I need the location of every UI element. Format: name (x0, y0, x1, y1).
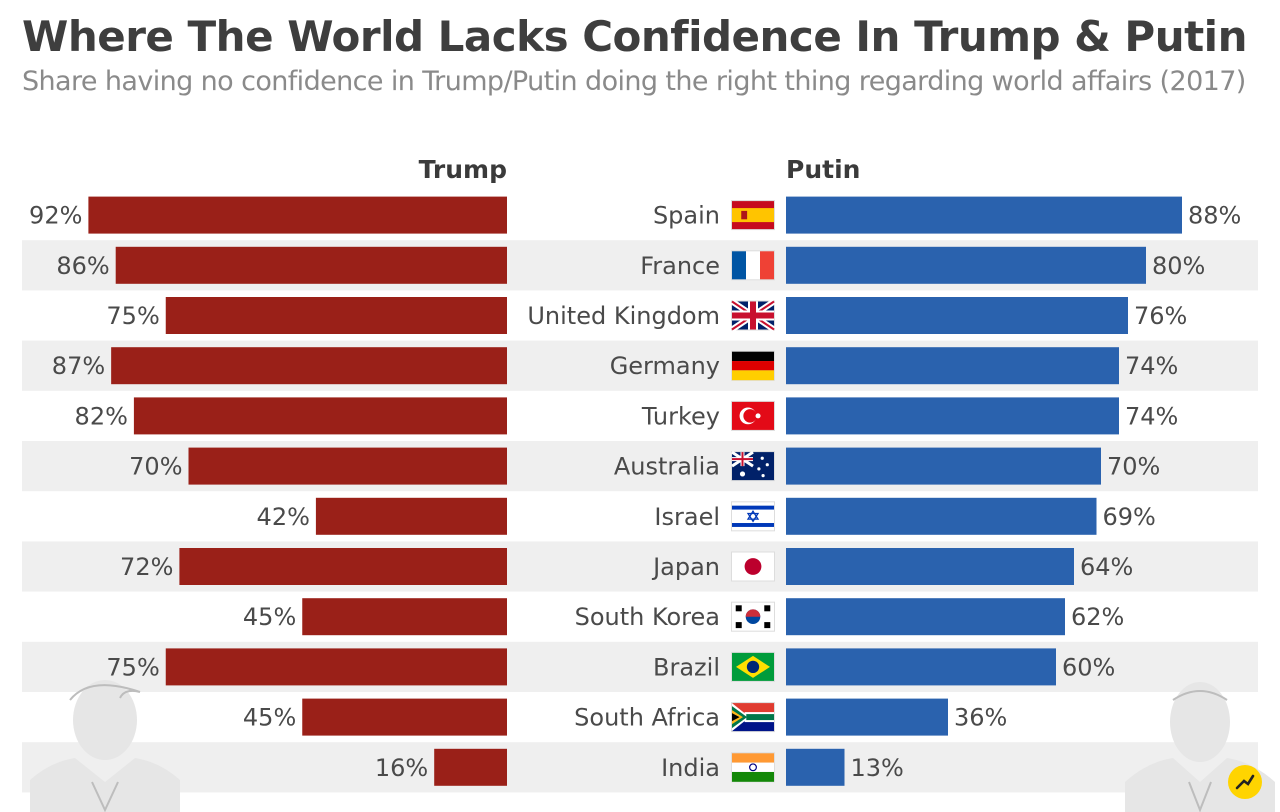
statista-logo-icon (1228, 765, 1262, 799)
category-label-germany: Germany (610, 352, 720, 380)
diverging-bar-chart: Trump Putin 92% 88% Spain 86% 80% France 75% 76… (22, 155, 1275, 812)
value-label-putin-germany: 74% (1125, 352, 1178, 380)
series-label-putin: Putin (786, 155, 860, 184)
category-label-india: India (661, 754, 720, 782)
table-row: 92% 88% Spain (29, 196, 1241, 234)
flag-south-africa-icon (731, 702, 775, 733)
category-label-south-korea: South Korea (575, 603, 720, 631)
flag-germany-icon (731, 350, 775, 381)
value-label-putin-france: 80% (1152, 252, 1205, 280)
category-label-japan: Japan (651, 553, 720, 581)
table-row: 72% 64% Japan (120, 548, 1133, 585)
flag-japan-icon (731, 551, 775, 582)
bar-putin-israel (786, 497, 1097, 535)
flag-uk-icon (730, 299, 776, 332)
table-row: 45% 62% South Korea (243, 598, 1124, 636)
table-row: 70% 70% Australia (129, 447, 1160, 485)
bar-putin-south-korea (786, 598, 1065, 636)
table-row: 75% 60% Brazil (106, 648, 1115, 686)
category-label-australia: Australia (614, 453, 720, 481)
table-row: 82% 74% Turkey (75, 397, 1178, 435)
value-label-trump-france: 86% (56, 252, 109, 280)
value-label-trump-spain: 92% (29, 202, 82, 230)
value-label-trump-japan: 72% (120, 553, 173, 581)
bar-trump-brazil (165, 648, 507, 686)
category-label-israel: Israel (654, 503, 720, 531)
chart-subtitle: Share having no confidence in Trump/Puti… (22, 66, 1246, 97)
value-label-trump-south-korea: 45% (243, 603, 296, 631)
value-label-trump-brazil: 75% (106, 653, 159, 681)
value-label-putin-uk: 76% (1134, 302, 1187, 330)
flag-south-korea-icon (731, 601, 775, 632)
value-label-putin-india: 13% (851, 754, 904, 782)
table-row: 42% 69% Israel (257, 497, 1156, 535)
flag-turkey-icon (731, 400, 775, 431)
series-label-trump: Trump (419, 155, 507, 184)
value-label-putin-south-korea: 62% (1071, 603, 1124, 631)
value-label-putin-south-africa: 36% (954, 704, 1007, 732)
chart-title: Where The World Lacks Confidence In Trum… (22, 12, 1247, 61)
bar-putin-france (786, 246, 1146, 284)
bar-trump-uk (165, 297, 507, 334)
value-label-trump-turkey: 82% (75, 402, 128, 430)
category-label-uk: United Kingdom (527, 302, 720, 330)
value-label-trump-uk: 75% (106, 302, 159, 330)
flag-india-icon (731, 752, 775, 783)
value-label-trump-australia: 70% (129, 453, 182, 481)
flag-france-icon (731, 250, 775, 281)
flag-brazil-icon (731, 651, 775, 682)
bar-putin-japan (786, 548, 1074, 585)
value-label-putin-israel: 69% (1103, 503, 1156, 531)
bar-trump-south-africa (302, 698, 507, 736)
table-row: 75% 76% United Kingdom (106, 297, 1187, 334)
value-label-putin-australia: 70% (1107, 453, 1160, 481)
category-label-spain: Spain (653, 202, 720, 230)
bar-putin-brazil (786, 648, 1056, 686)
value-label-putin-japan: 64% (1080, 553, 1133, 581)
table-row: 87% 74% Germany (52, 347, 1178, 385)
row-stripe (22, 742, 1258, 793)
flag-australia-icon (731, 450, 775, 482)
table-row: 45% 36% South Africa (243, 698, 1007, 736)
bar-putin-australia (786, 447, 1101, 485)
bar-putin-turkey (786, 397, 1119, 435)
category-label-turkey: Turkey (641, 402, 720, 430)
table-row: 86% 80% France (56, 246, 1205, 284)
value-label-putin-turkey: 74% (1125, 402, 1178, 430)
category-label-south-africa: South Africa (574, 704, 720, 732)
flag-israel-icon (731, 501, 775, 532)
category-label-france: France (640, 252, 720, 280)
bar-trump-turkey (133, 397, 507, 435)
flag-spain-icon (731, 200, 775, 231)
bar-trump-india (434, 748, 507, 786)
bar-trump-france (115, 246, 507, 284)
bar-putin-india (786, 748, 845, 786)
bar-putin-germany (786, 347, 1119, 385)
bar-trump-japan (179, 548, 507, 585)
bar-trump-israel (315, 497, 507, 535)
value-label-trump-israel: 42% (257, 503, 310, 531)
bar-trump-south-korea (302, 598, 507, 636)
value-label-putin-brazil: 60% (1062, 653, 1115, 681)
value-label-trump-south-africa: 45% (243, 704, 296, 732)
value-label-putin-spain: 88% (1188, 202, 1241, 230)
bar-trump-spain (88, 196, 508, 234)
bar-putin-south-africa (786, 698, 948, 736)
value-label-trump-germany: 87% (52, 352, 105, 380)
trump-portrait-icon (30, 680, 180, 812)
bar-putin-uk (786, 297, 1128, 334)
table-row: 16% 13% India (375, 748, 904, 786)
bar-trump-germany (111, 347, 508, 385)
bar-putin-spain (786, 196, 1182, 234)
bar-trump-australia (188, 447, 507, 485)
value-label-trump-india: 16% (375, 754, 428, 782)
category-label-brazil: Brazil (653, 653, 720, 681)
